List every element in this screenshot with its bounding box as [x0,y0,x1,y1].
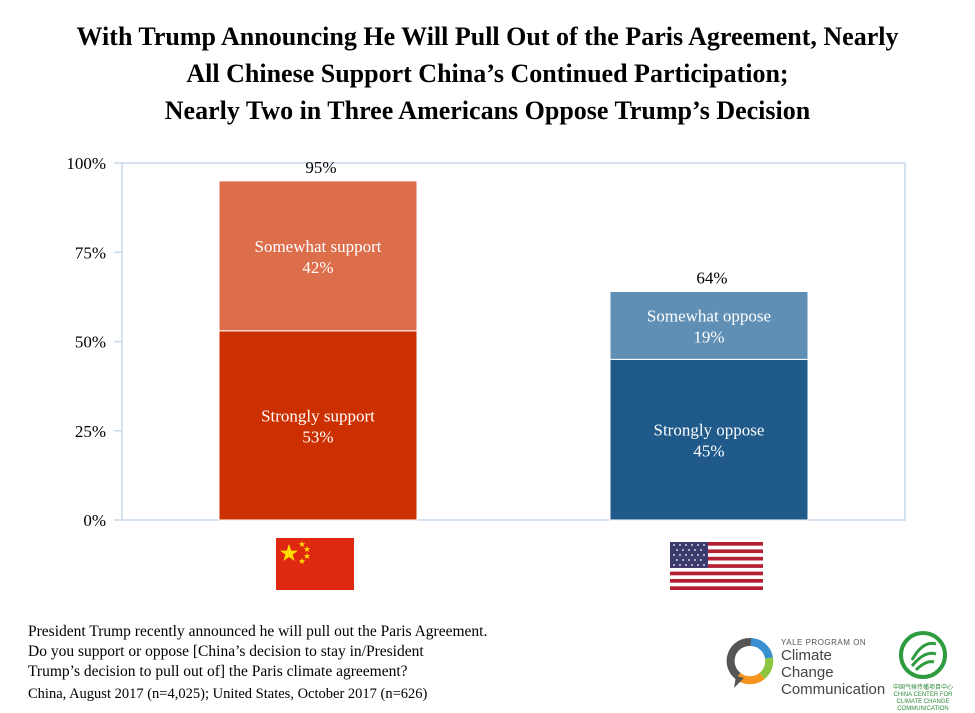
yale-line-2: Communication [781,681,886,698]
us-flag-icon [670,542,763,590]
source-note: China, August 2017 (n=4,025); United Sta… [28,686,428,702]
bar-segment [609,358,809,521]
segment-label: Somewhat support [254,237,381,256]
bar-segment [218,330,418,521]
cn-caption-2: CHINA CENTER FOR [893,692,953,698]
stacked-bar-chart: 0% 25% 50% 75% 100% Strongly support 53% Somewh… [66,154,906,530]
segment-value-label: 53% [302,427,333,446]
china-center-logo-icon [899,631,947,679]
segment-label: Somewhat oppose [647,306,771,325]
segment-label: Strongly oppose [654,421,765,440]
cn-caption-3: CLIMATE CHANGE COMMUNICATION [896,699,950,712]
china-flag-icon [276,538,354,590]
title-line-3: Nearly Two in Three Americans Oppose Tru… [164,96,811,125]
y-tick-label: 50% [75,333,106,352]
y-tick-label: 75% [75,243,106,262]
segment-value-label: 45% [693,442,724,461]
cn-caption-1: 中国气候传播项目中心 [892,685,953,691]
question-line-3: Trump’s decision to pull out of] the Par… [28,663,408,680]
bar-segment [218,180,418,332]
y-tick-label: 25% [75,422,106,441]
y-tick-label: 100% [66,154,106,173]
survey-question: President Trump recently announced he wi… [28,622,487,682]
bar-segment [609,291,809,360]
yale-small-text: YALE PROGRAM ON [781,638,867,647]
segment-value-label: 42% [302,258,333,277]
total-label: 64% [696,269,727,288]
question-line-2: Do you support or oppose [China’s decisi… [28,643,424,660]
question-line-1: President Trump recently announced he wi… [28,623,488,640]
yale-line-1: Climate Change [781,647,834,681]
segment-value-label: 19% [693,327,724,346]
segment-label: Strongly support [261,406,375,425]
total-label: 95% [305,158,336,177]
y-tick-label: 0% [83,511,106,530]
yale-climate-logo: YALE PROGRAM ON Climate Change Communica… [726,636,886,698]
china-center-logo: 中国气候传播项目中心 CHINA CENTER FOR CLIMATE CHAN… [888,630,958,712]
chart-title: With Trump Announcing He Will Pull Out o… [0,18,975,129]
title-line-2: All Chinese Support China’s Continued Pa… [186,59,789,88]
title-line-1: With Trump Announcing He Will Pull Out o… [76,22,899,51]
yale-logo-icon [726,637,774,688]
